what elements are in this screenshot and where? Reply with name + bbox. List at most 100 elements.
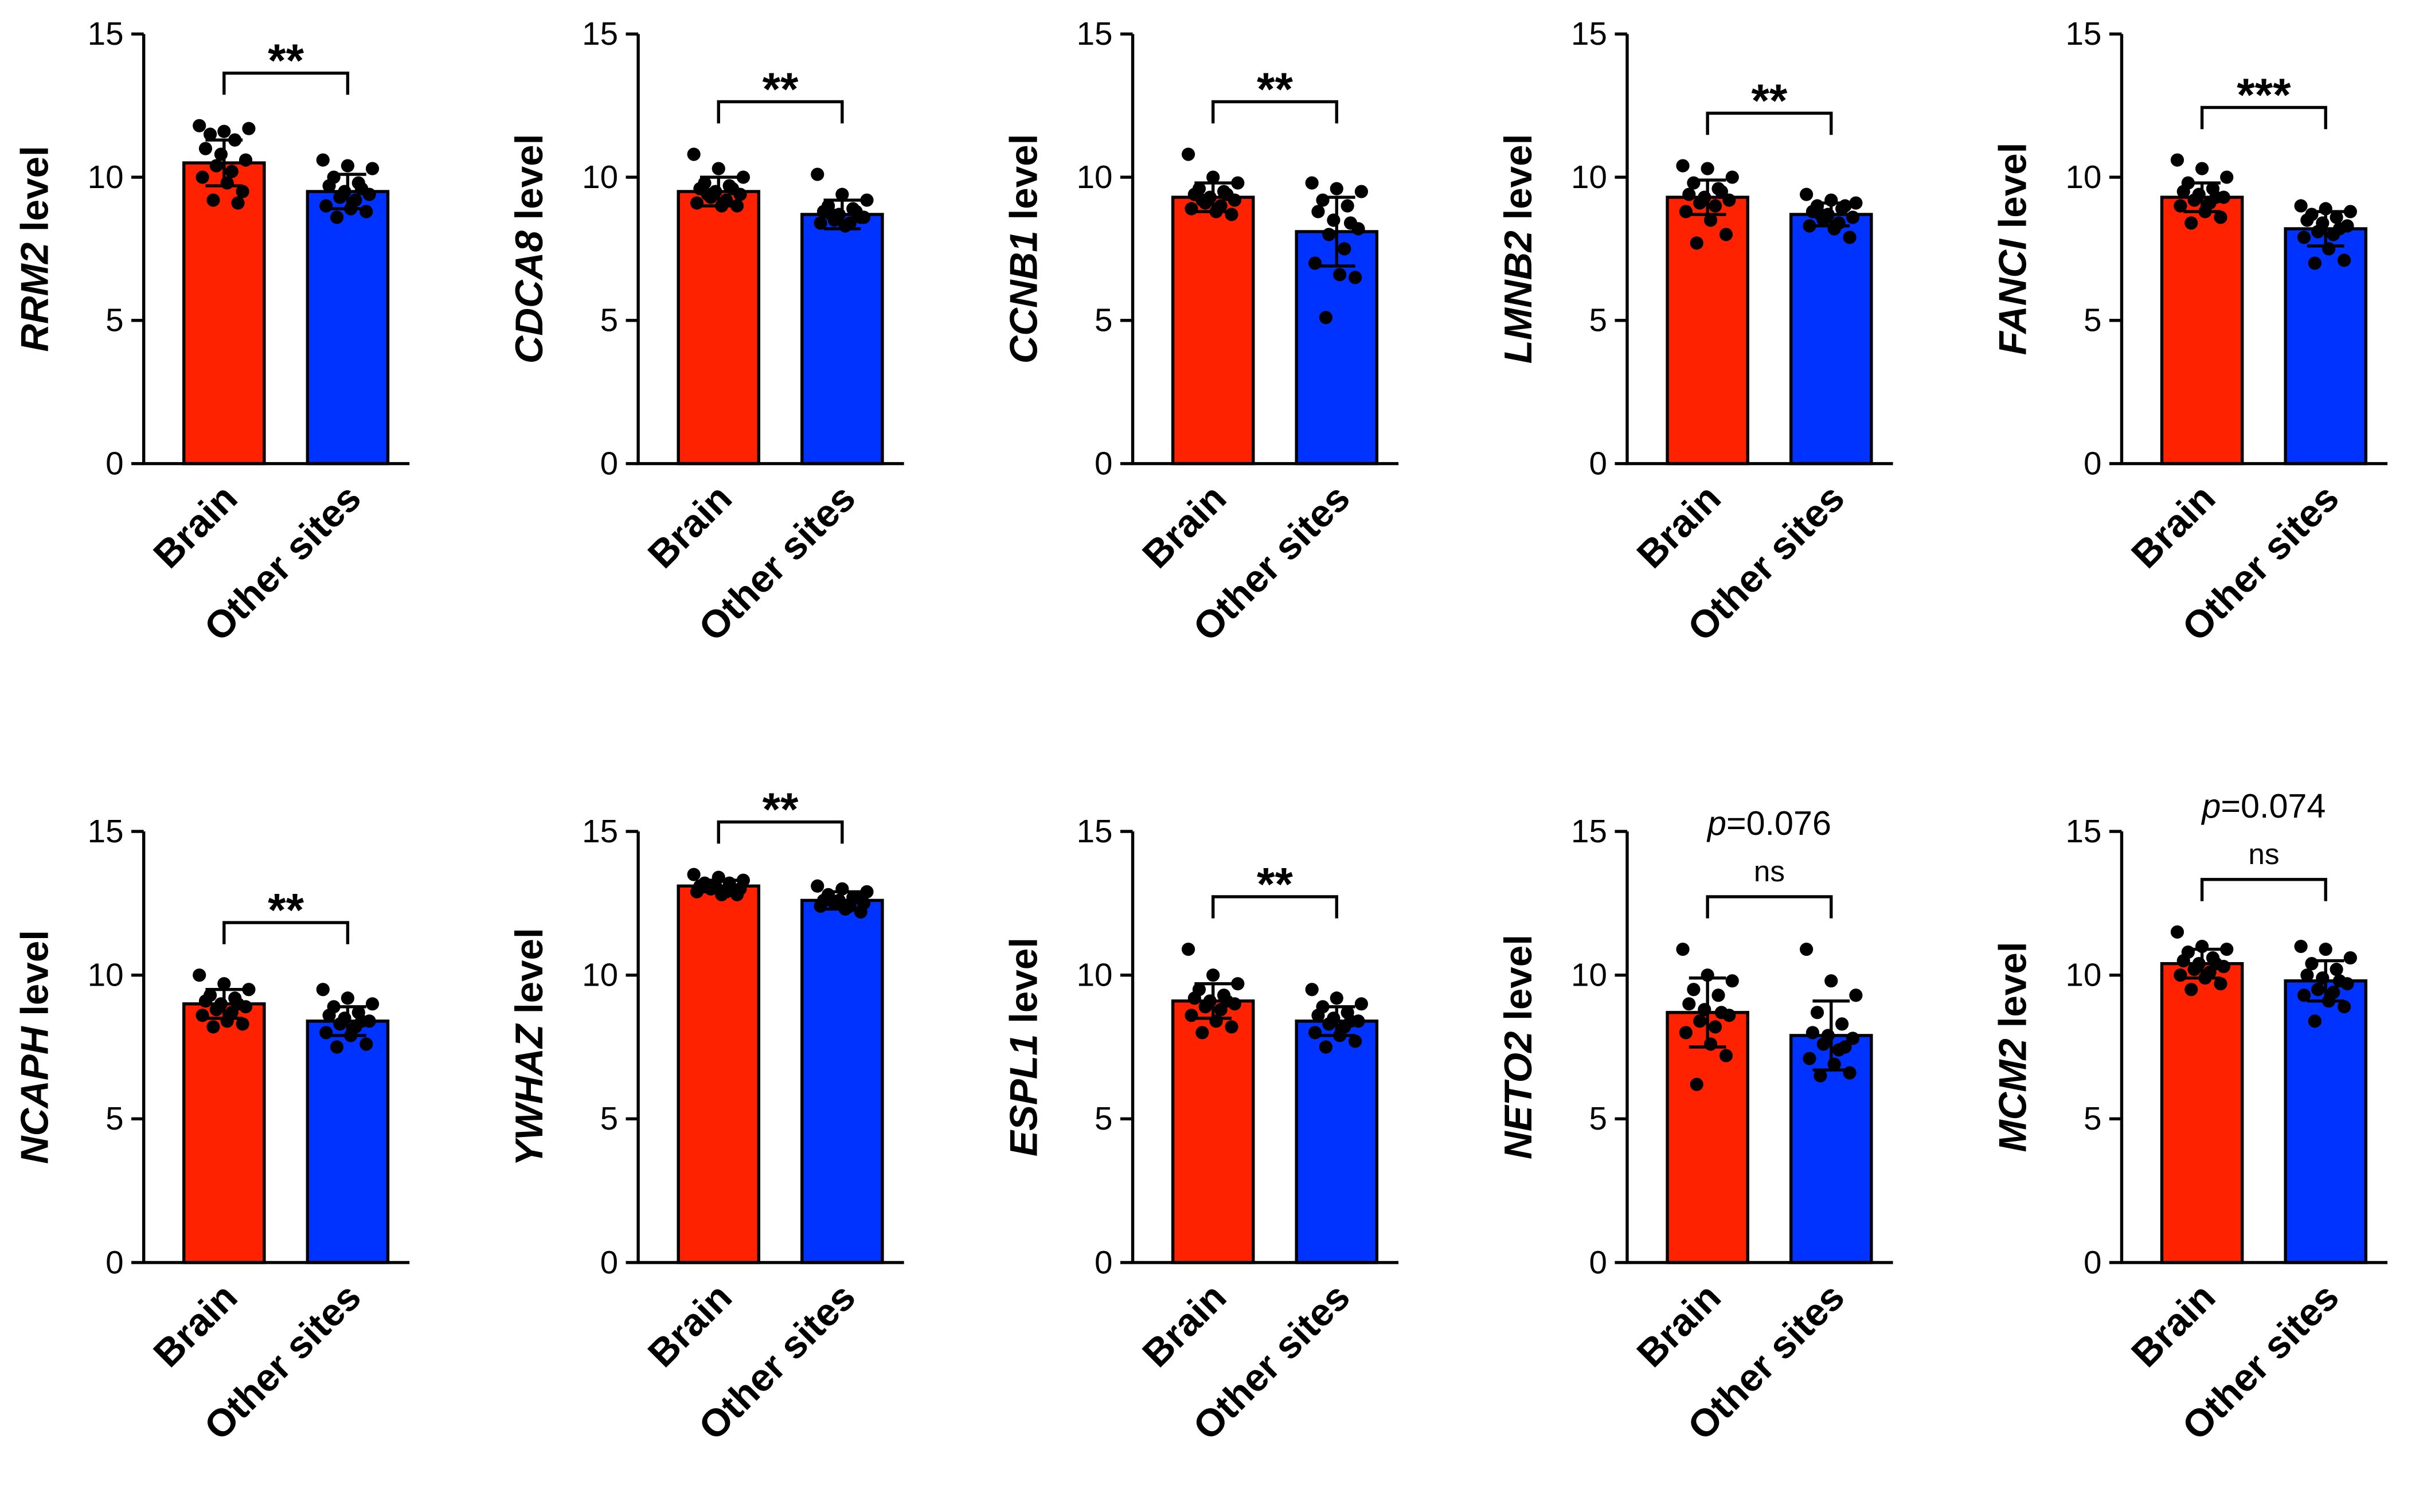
data-point [860,885,874,898]
data-point [359,205,373,218]
data-point [2187,963,2201,976]
y-axis-label: NETO2 level [1497,935,1540,1159]
bar [677,190,761,466]
data-point [2184,983,2198,997]
bar [306,1019,390,1264]
data-point [2195,162,2209,175]
data-point [236,1017,249,1031]
data-point [1319,311,1333,325]
significance-bracket [1212,100,1339,124]
axes [1131,831,1399,1264]
data-point [2220,942,2234,956]
data-point [1810,1006,1824,1019]
data-point [1838,199,1852,213]
data-point [1330,182,1343,196]
y-tick-label: 5 [600,1100,618,1136]
data-point [2319,942,2332,956]
y-tick-label: 10 [1077,957,1113,993]
axes [636,34,904,466]
data-point [1679,205,1693,218]
data-point [1805,1026,1820,1040]
y-tick-label: 10 [2065,159,2101,195]
data-point [725,882,740,896]
data-point [2337,253,2351,267]
data-point [1843,230,1857,244]
data-point [2337,1000,2351,1014]
bar [1789,213,1873,466]
data-point [2294,939,2308,954]
data-point [1682,187,1696,201]
data-point [712,162,725,175]
bar [1666,196,1749,466]
data-point [1206,968,1220,982]
data-point [1676,942,1690,956]
data-point [1195,193,1209,207]
data-point [355,1014,369,1028]
data-point [2332,974,2347,988]
data-point [2300,213,2314,227]
data-point [849,890,863,904]
data-point [1181,147,1195,161]
data-point [2176,954,2190,968]
p-value-label: p=0.076 [1706,804,1831,842]
y-tick-label: 15 [1571,813,1607,849]
data-point [214,147,228,161]
y-axis-label: YWHAZ level [508,928,551,1166]
significance-label: ns [1754,855,1785,888]
data-point [1722,193,1736,207]
significance-bracket [222,921,350,944]
data-point [1709,199,1722,213]
data-point [1693,1014,1707,1028]
data-point [1800,942,1814,956]
significance-bracket [717,820,844,844]
bar [182,161,266,466]
bar [1171,196,1255,466]
data-point [2174,968,2187,982]
data-point [1209,205,1223,218]
data-point [2316,971,2330,985]
axes [142,831,410,1264]
data-point [2198,205,2212,218]
data-point [2176,185,2190,198]
data-point [1827,222,1841,236]
y-tick-label: 0 [600,445,618,481]
y-axis-label: NCAPH level [14,930,57,1164]
data-point [849,205,863,218]
data-point [333,1017,347,1031]
data-point [1322,1017,1336,1031]
bar [1295,1019,1379,1264]
bar [1789,1034,1873,1264]
y-tick-label: 15 [88,15,124,52]
data-point [2308,256,2322,270]
data-point [1311,1009,1325,1022]
significance-label: ** [1751,75,1787,127]
y-axis-label: LMNB2 level [1497,134,1540,364]
data-point [736,170,750,184]
data-point [1725,170,1739,184]
data-point [242,983,256,997]
bar [182,1002,266,1264]
axes [2120,831,2388,1264]
bar [306,190,390,466]
data-point [1308,1026,1322,1040]
data-point [217,977,231,991]
axes [1625,34,1893,466]
data-point [2322,242,2336,256]
axes [1131,34,1399,466]
data-point [2305,957,2319,971]
data-point [1690,1077,1703,1091]
x-tick-label: Brain [1134,476,1234,577]
data-point [316,983,330,997]
data-point [814,899,827,913]
data-point [344,202,358,216]
data-point [1195,1026,1209,1040]
data-point [2294,199,2308,213]
y-axis-label: MCM2 level [1991,942,2034,1152]
data-point [1824,193,1838,207]
data-point [1682,997,1696,1011]
data-point [344,1029,358,1042]
data-point [2209,190,2223,204]
data-point [1209,1014,1223,1028]
